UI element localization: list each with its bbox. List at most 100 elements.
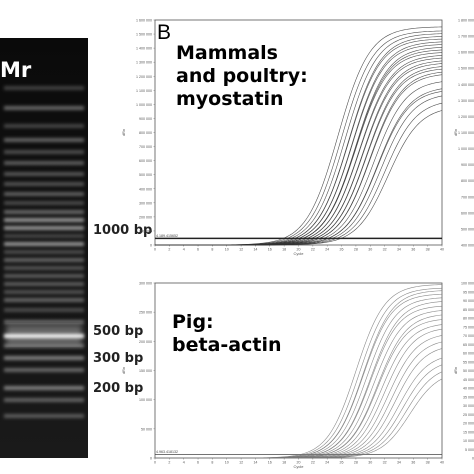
y-tick-label: 900 000 [139, 117, 152, 121]
right-y-tick-label: 55 000 [463, 360, 474, 364]
right-y-tick-label: 1 300 000 [458, 99, 474, 103]
x-tick-label: 26 [340, 461, 344, 465]
amplification-curve [155, 110, 443, 246]
y-axis-label: dRn [121, 367, 126, 374]
gel-band [4, 344, 84, 348]
x-tick-label: 34 [397, 248, 401, 252]
y-tick-label: 50 000 [141, 427, 152, 431]
x-tick-label: 22 [311, 248, 315, 252]
x-tick-label: 0 [154, 461, 156, 465]
gel-band [4, 356, 84, 360]
right-y-axis-label: dRn [453, 129, 458, 136]
right-y-tick-label: 25 000 [463, 413, 474, 417]
gel-band [4, 414, 84, 418]
x-tick-label: 6 [197, 248, 199, 252]
y-axis-label: dRn [121, 129, 126, 136]
y-tick-label: 200 000 [139, 340, 152, 344]
x-tick-label: 10 [225, 461, 229, 465]
gel-band [4, 282, 84, 286]
marker-lane-label: Mr [0, 58, 32, 82]
top-plot-label-line-3: myostatin [176, 88, 284, 111]
x-tick-label: 16 [268, 248, 272, 252]
gel-band [4, 320, 84, 324]
right-y-tick-label: 5 000 [465, 448, 474, 452]
top-plot-label-line-2: and poultry: [176, 65, 308, 88]
gel-band [4, 161, 84, 165]
x-tick-label: 4 [183, 461, 185, 465]
y-tick-label: 1 400 000 [136, 47, 152, 51]
x-tick-label: 38 [426, 461, 430, 465]
x-tick-label: 20 [297, 248, 301, 252]
gel-band [4, 86, 84, 90]
bottom-plot-label-line-2: beta-actin [172, 334, 282, 357]
right-y-axis-label: dRn [453, 367, 458, 374]
right-y-tick-label: 800 000 [461, 179, 474, 183]
right-y-tick-label: 1 700 000 [458, 35, 474, 39]
y-tick-label: 300 000 [139, 282, 152, 286]
right-y-tick-label: 1 400 000 [458, 83, 474, 87]
x-tick-label: 24 [325, 461, 329, 465]
ladder-label-500bp: 500 bp [93, 324, 144, 339]
right-y-tick-label: 500 000 [461, 227, 474, 231]
y-tick-label: 150 000 [139, 369, 152, 373]
gel-band [4, 258, 84, 262]
right-y-tick-label: 70 000 [463, 334, 474, 338]
gel-band [4, 266, 84, 270]
right-y-tick-label: 75 000 [463, 325, 474, 329]
x-tick-label: 30 [368, 461, 372, 465]
y-tick-label: 1 500 000 [136, 33, 152, 37]
y-tick-label: 400 000 [139, 187, 152, 191]
y-tick-label: 600 000 [139, 159, 152, 163]
gel-band [4, 226, 84, 230]
gel-band [4, 172, 84, 176]
right-y-tick-label: 1 800 000 [458, 19, 474, 23]
y-tick-label: 300 000 [139, 201, 152, 205]
gel-band [4, 386, 84, 390]
right-y-tick-label: 90 000 [463, 299, 474, 303]
right-y-tick-label: 600 000 [461, 211, 474, 215]
top-amplification-plot: 1 600 000 1 500 000 1 400 000 1 300 000 1 20… [121, 19, 474, 257]
threshold-label: 4.963.418132 [156, 450, 178, 454]
x-axis-label: Cycle [293, 464, 304, 469]
right-y-tick-label: 1 600 000 [458, 51, 474, 55]
x-tick-label: 36 [411, 461, 415, 465]
x-tick-label: 2 [168, 461, 170, 465]
x-axis-label: Cycle [293, 251, 304, 256]
bottom-plot-label: Pig: beta-actin [172, 311, 281, 357]
gel-band [4, 298, 84, 302]
gel-band [4, 106, 84, 110]
gel-band-glow [6, 325, 82, 345]
gel-band [4, 201, 84, 205]
bottom-plot-label-line-1: Pig: [172, 311, 214, 333]
gel-band [4, 138, 84, 142]
x-tick-label: 20 [297, 461, 301, 465]
y-tick-label: 200 000 [139, 215, 152, 219]
right-y-tick-label: 1 000 000 [458, 147, 474, 151]
x-tick-label: 40 [440, 461, 444, 465]
right-y-tick-label: 85 000 [463, 308, 474, 312]
gel-image [0, 0, 94, 474]
y-tick-label: 1 100 000 [136, 89, 152, 93]
right-y-tick-label: 1 200 000 [458, 115, 474, 119]
y-tick-label: 1 600 000 [136, 19, 152, 23]
gel-band [4, 242, 84, 246]
y-tick-label: 0 [150, 244, 152, 248]
x-tick-label: 24 [325, 248, 329, 252]
y-tick-label: 1 000 000 [136, 103, 152, 107]
x-tick-label: 28 [354, 248, 358, 252]
gel-band [4, 150, 84, 154]
right-y-tick-label: 30 000 [463, 404, 474, 408]
right-y-tick-label: 60 000 [463, 352, 474, 356]
plot-frame [154, 282, 443, 459]
y-tick-label: 0 [150, 457, 152, 461]
right-y-tick-label: 20 000 [463, 422, 474, 426]
x-tick-label: 18 [282, 248, 286, 252]
right-y-tick-label: 1 100 000 [458, 131, 474, 135]
y-tick-label: 800 000 [139, 131, 152, 135]
gel-band [4, 218, 84, 222]
x-tick-label: 30 [368, 248, 372, 252]
x-tick-label: 14 [253, 248, 257, 252]
x-tick-label: 0 [154, 248, 156, 252]
gel-band [4, 124, 84, 128]
gel-band [4, 250, 84, 254]
